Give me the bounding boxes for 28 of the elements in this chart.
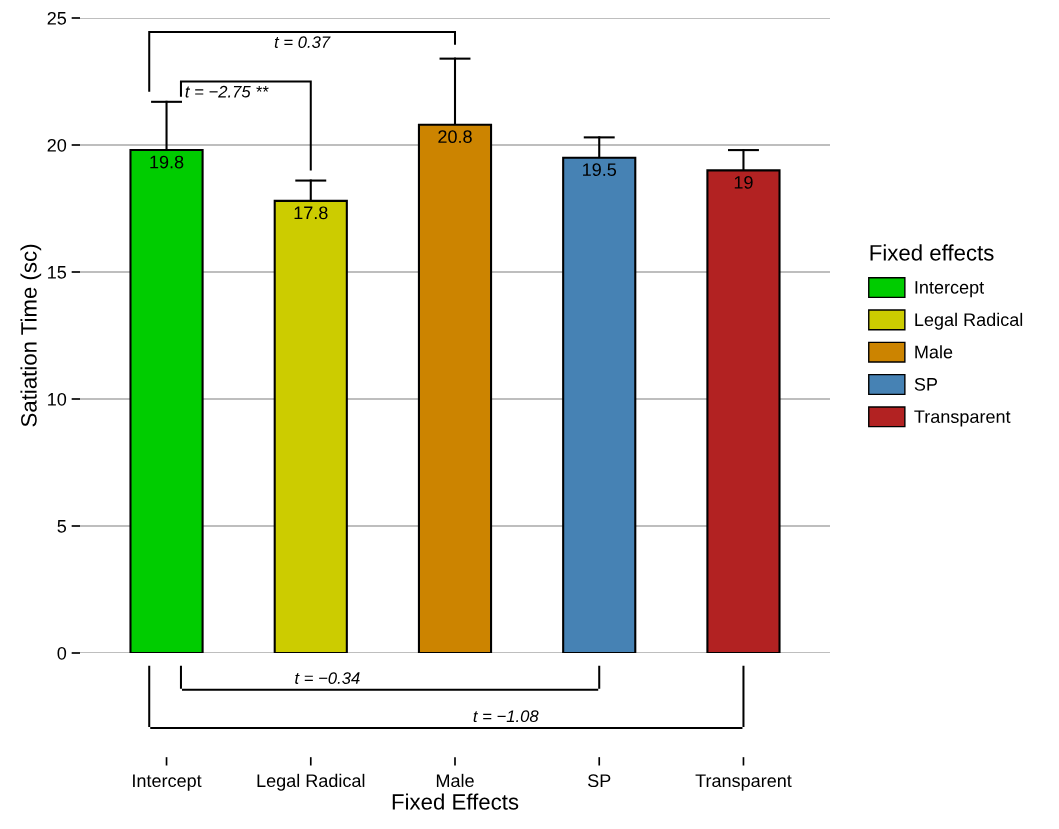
data-label: 17.8 (294, 206, 328, 220)
x-tick-label: SP (588, 774, 611, 788)
text: t = −1.08 (473, 710, 539, 723)
y-tick-label: 0 (57, 646, 67, 660)
y-tick-label: 20 (47, 138, 67, 152)
y-axis-title: Satiation Time (sc) (20, 244, 42, 427)
y-tick-label: 25 (47, 11, 67, 25)
annotation: t = 0.37 (274, 36, 331, 49)
x-axis-title: Fixed Effects (392, 793, 519, 810)
text: t = −0.34 (295, 672, 360, 684)
legend-label: SP (914, 377, 938, 391)
data-label: 19 (734, 175, 753, 189)
y-tick-label: 10 (48, 392, 67, 406)
legend-label: Male (915, 345, 953, 359)
data-label: 19.8 (150, 155, 184, 169)
x-tick-label: Male (436, 773, 474, 788)
data-label: 20.8 (438, 130, 472, 144)
x-tick-label: Transparent (695, 774, 792, 791)
legend-title: Fixed effects (870, 244, 994, 261)
y-tick-label: 15 (48, 266, 67, 279)
legend-label: Intercept (915, 281, 985, 298)
y-tick-label: 5 (57, 520, 67, 533)
legend-label: Transparent (914, 410, 1011, 427)
data-label: 19.5 (583, 163, 617, 177)
annotation: t = −2.75 ** (185, 85, 269, 98)
legend-label: Legal Radical (915, 312, 1023, 330)
x-tick-label: Legal Radical (257, 773, 365, 791)
x-tick-label: Intercept (133, 774, 202, 791)
